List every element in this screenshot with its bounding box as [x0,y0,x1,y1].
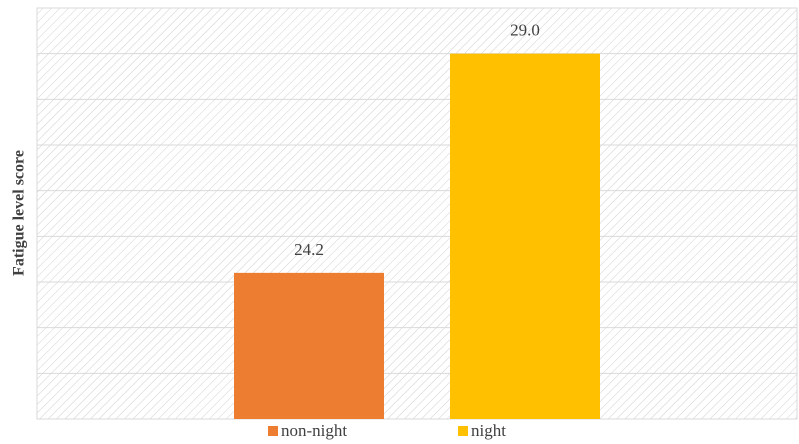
legend-label: non-night [281,421,347,440]
legend-swatch [458,426,468,436]
legend-swatch [268,426,278,436]
bar [234,272,384,419]
data-label: 29.0 [510,21,540,40]
bar [450,53,600,420]
plot-area [36,7,798,420]
y-axis-label: Fatigue level score [11,150,28,276]
legend-label: night [471,421,506,440]
data-label: 24.2 [294,240,324,259]
